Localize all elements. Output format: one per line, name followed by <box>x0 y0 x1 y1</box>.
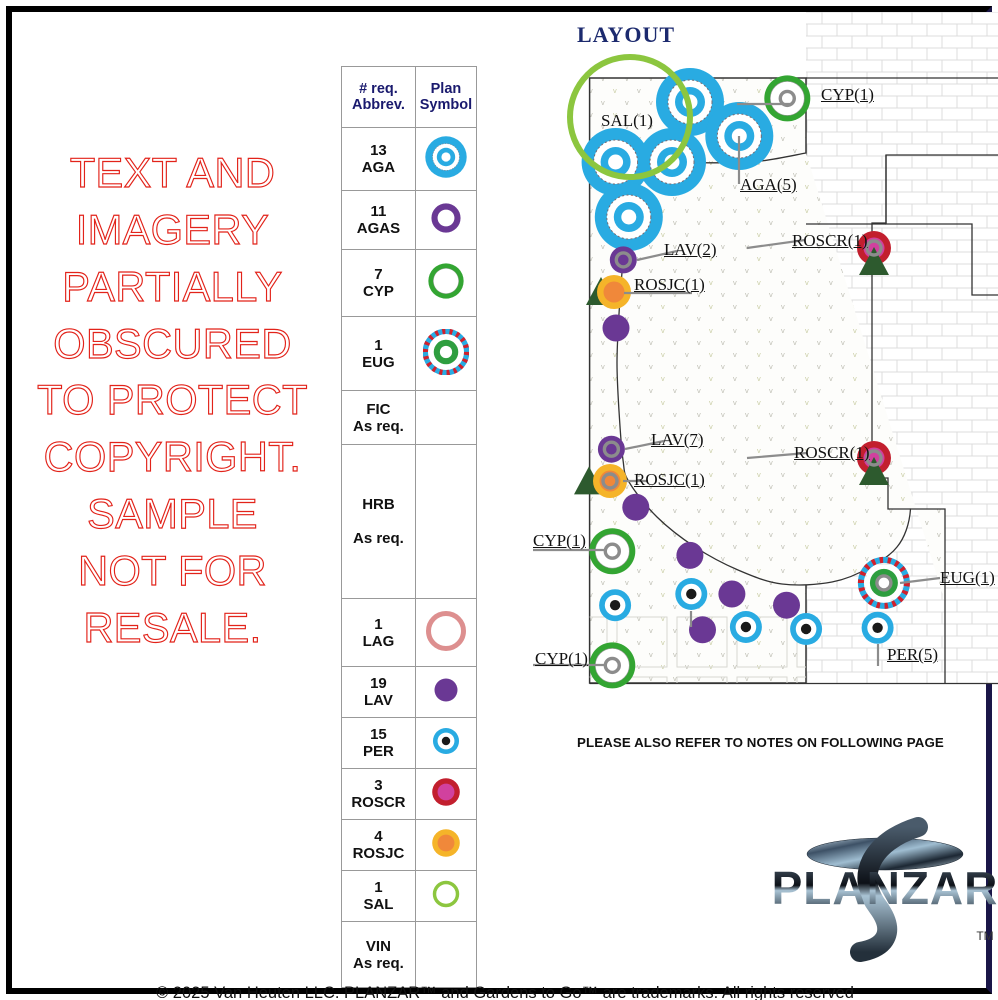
svg-text:PLANZAR: PLANZAR <box>772 862 998 914</box>
svg-text:TM: TM <box>976 929 993 943</box>
